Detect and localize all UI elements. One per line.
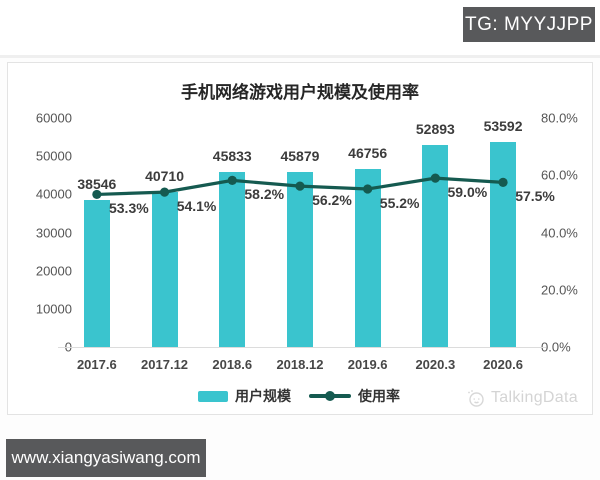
legend-item-bar: 用户规模 (198, 386, 291, 406)
left-axis-tick: 40000 (35, 186, 72, 202)
line-value-label: 57.5% (515, 188, 555, 205)
bar-value-label: 40710 (145, 167, 185, 184)
bar-value-label: 46756 (348, 144, 388, 161)
right-axis-tick: 60.0% (541, 167, 578, 183)
legend: 用户规模 使用率 (7, 386, 591, 406)
talkingdata-logo-icon (466, 388, 486, 408)
line-value-label: 58.2% (244, 186, 285, 203)
bar (490, 142, 517, 347)
bar-series-swatch (198, 390, 228, 402)
line-series-swatch (309, 391, 351, 401)
x-axis-label: 2017.12 (141, 357, 189, 372)
tg-contact-badge: TG: MYYJJPP (463, 7, 595, 42)
chart-title: 手机网络游戏用户规模及使用率 (181, 83, 419, 102)
legend-item-line: 使用率 (309, 386, 400, 406)
bar (219, 172, 246, 347)
legend-label-bar: 用户规模 (235, 388, 291, 404)
website-badge: www.xiangyasiwang.com (6, 439, 206, 477)
talkingdata-logo-text: TalkingData (491, 389, 578, 406)
bar (286, 171, 313, 347)
left-axis-tick: 50000 (35, 148, 72, 164)
x-axis-label: 2019.6 (347, 357, 388, 372)
left-axis-tick: 60000 (35, 110, 72, 126)
line-value-label: 56.2% (312, 192, 352, 209)
line-value-label: 53.3% (108, 200, 149, 217)
line-value-label: 59.0% (447, 184, 488, 201)
talkingdata-watermark: TalkingData (466, 388, 578, 408)
bar-value-label: 45833 (212, 148, 252, 165)
x-axis-label: 2018.6 (212, 357, 253, 372)
x-axis-label: 2020.3 (415, 357, 456, 372)
right-axis-tick: 40.0% (541, 225, 578, 240)
x-axis-label: 2018.12 (276, 357, 324, 372)
left-axis-tick: 20000 (35, 263, 72, 279)
top-divider (0, 55, 600, 58)
bar (83, 199, 110, 347)
left-axis-tick: 10000 (35, 301, 72, 317)
line-value-label: 55.2% (379, 194, 420, 211)
bar-value-label: 38546 (77, 175, 117, 192)
right-axis-tick: 80.0% (541, 110, 578, 126)
legend-label-line: 使用率 (358, 388, 400, 404)
bar (354, 168, 381, 347)
line-value-label: 54.1% (176, 198, 217, 215)
x-axis-line (58, 347, 546, 348)
left-axis-tick: 30000 (35, 225, 72, 240)
bar (151, 191, 178, 347)
bar-value-label: 53592 (483, 118, 523, 135)
right-axis-tick: 20.0% (541, 282, 578, 298)
x-axis-label: 2017.6 (76, 357, 117, 372)
x-axis-label: 2020.6 (483, 357, 523, 372)
bar-value-label: 45879 (280, 147, 320, 164)
bar (422, 145, 449, 347)
right-axis-tick: 0.0% (541, 339, 571, 355)
bar-value-label: 52893 (415, 121, 455, 138)
